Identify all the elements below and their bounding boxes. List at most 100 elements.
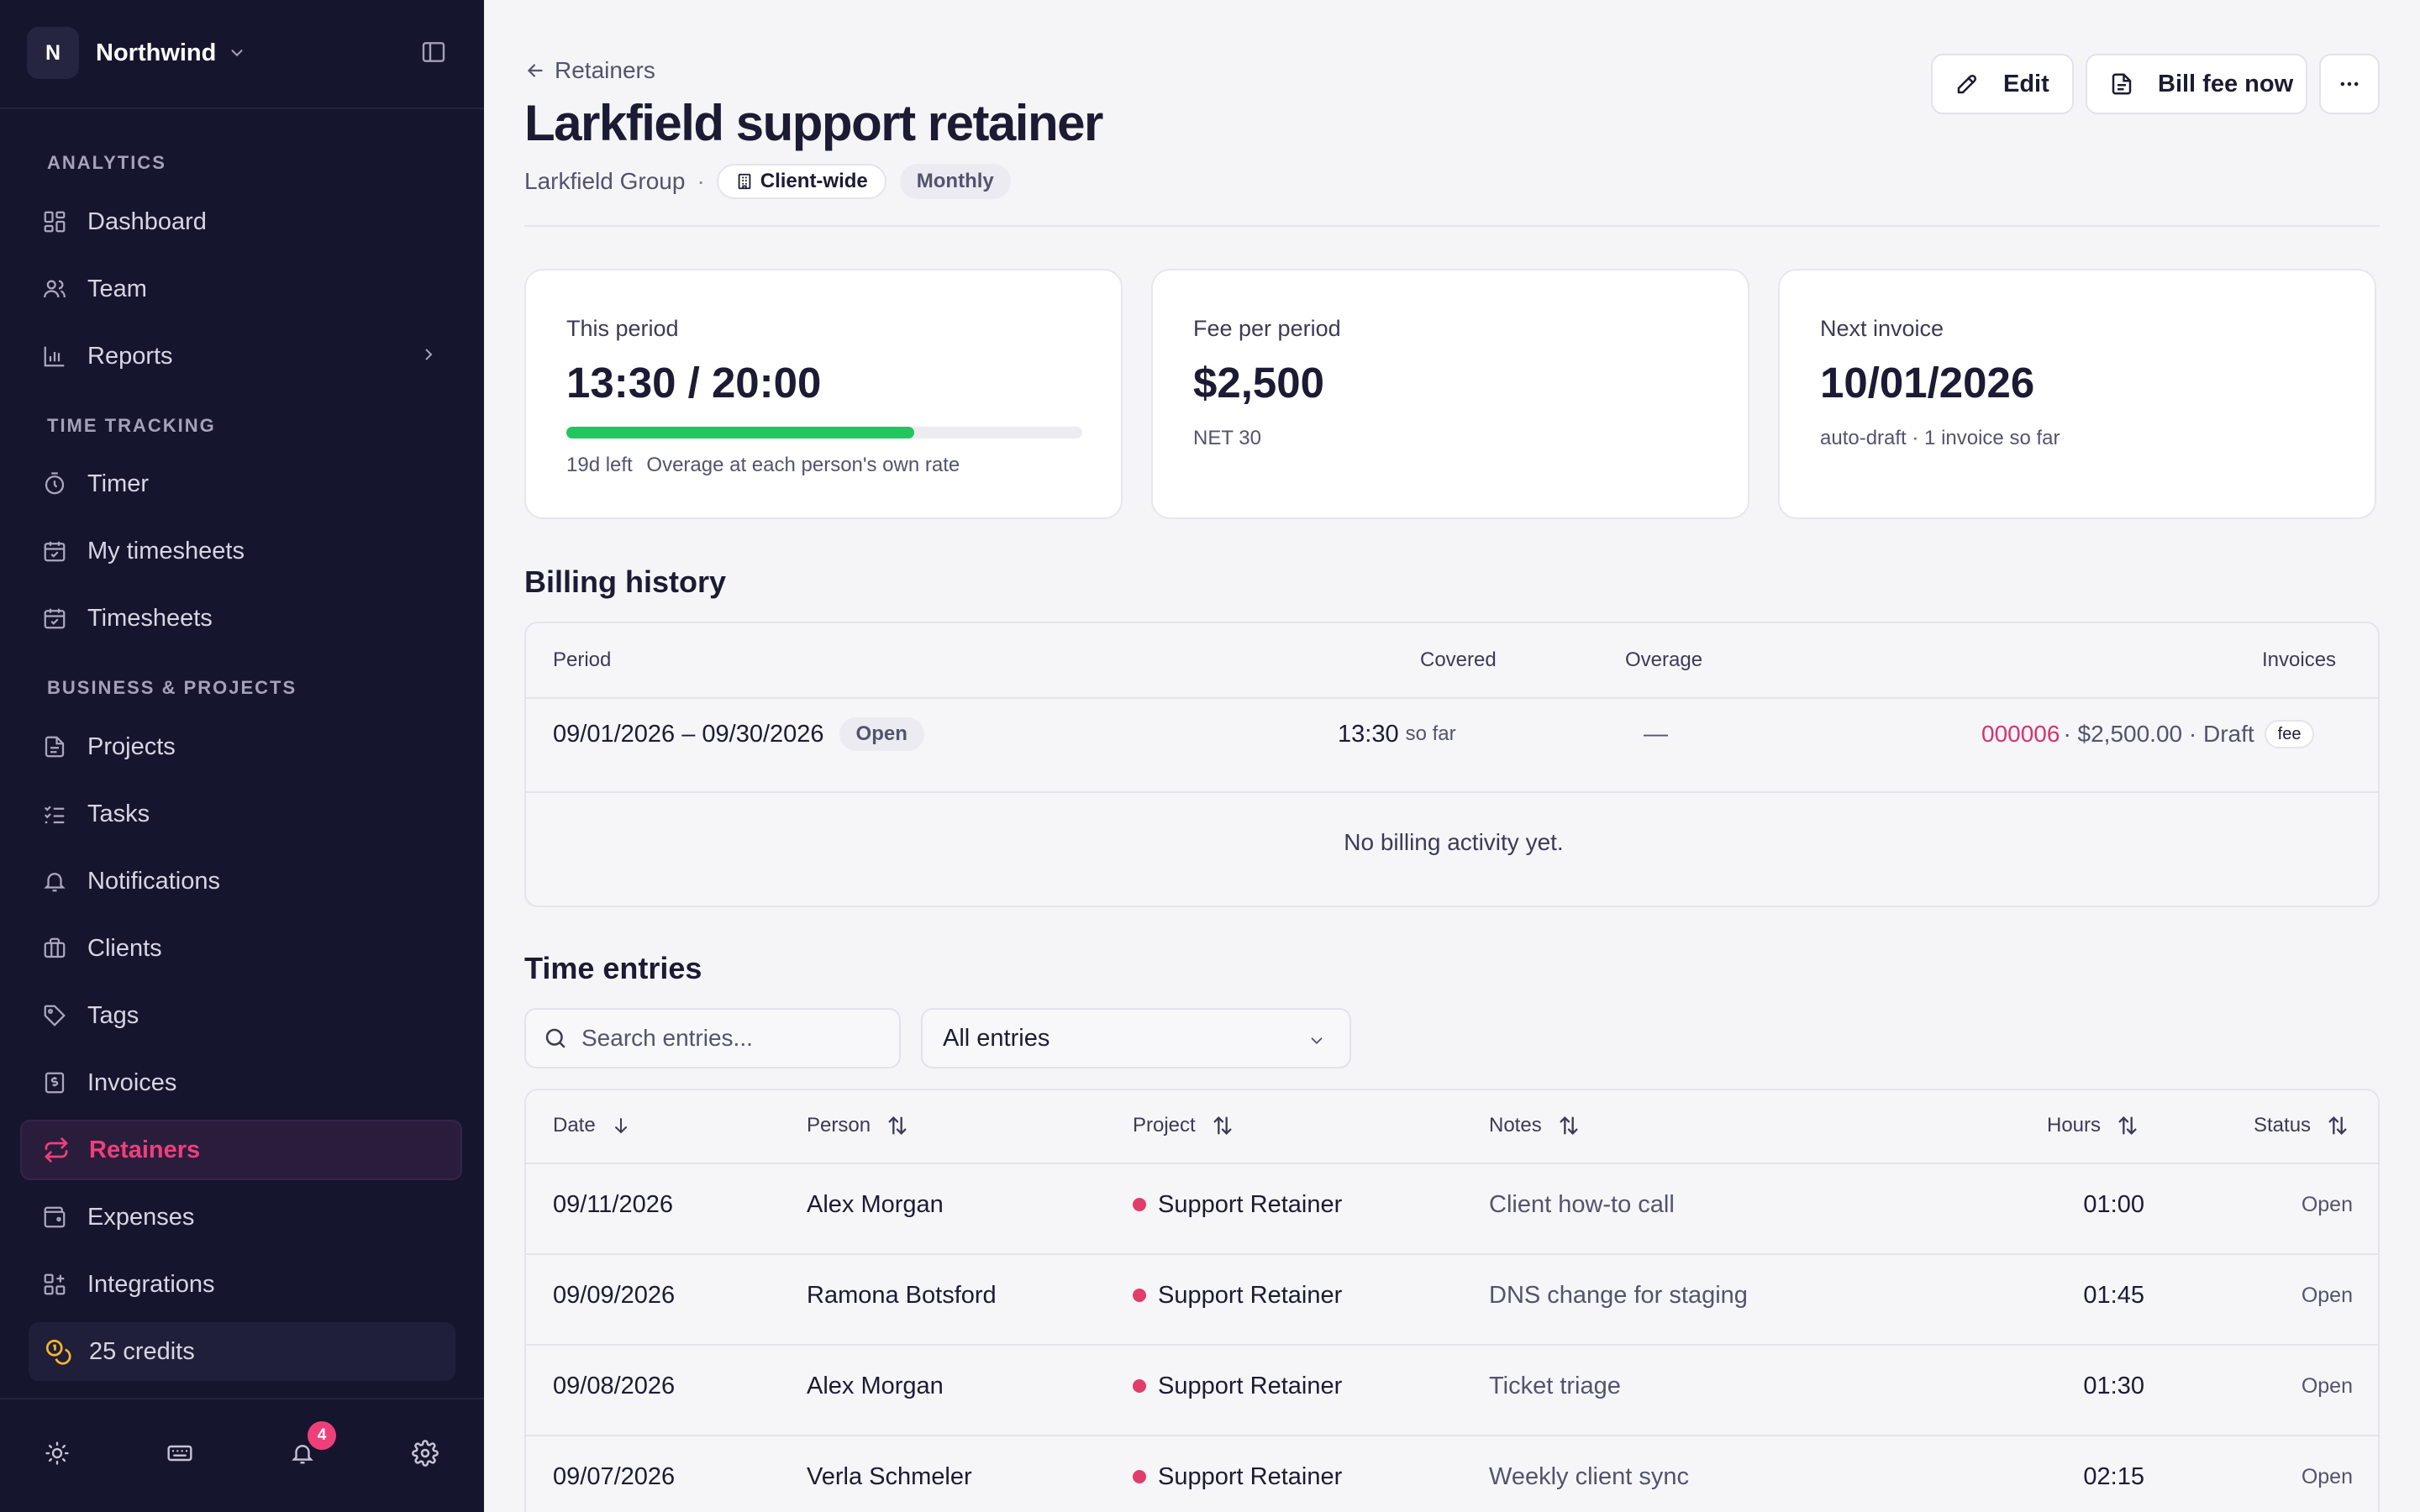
sidebar-item-label: Timesheets: [87, 604, 213, 632]
sidebar-item-retainers[interactable]: Retainers: [20, 1120, 462, 1180]
column-header-hours[interactable]: Hours: [2047, 1114, 2139, 1137]
sidebar-item-dashboard[interactable]: Dashboard: [20, 192, 462, 252]
sidebar-item-integrations[interactable]: Integrations: [20, 1254, 462, 1315]
entry-status: Open: [2301, 1464, 2353, 1488]
sidebar-item-team[interactable]: Team: [20, 259, 462, 319]
separator-dot: ·: [697, 168, 705, 194]
card-label: This period: [566, 316, 679, 341]
entry-project: Support Retainer: [1133, 1184, 1342, 1225]
theme-toggle-button[interactable]: [40, 1436, 74, 1470]
column-header-covered: Covered: [1420, 648, 1497, 671]
sidebar-item-tags[interactable]: Tags: [20, 985, 462, 1046]
column-header-date[interactable]: Date: [553, 1114, 631, 1137]
entry-date: 09/11/2026: [553, 1190, 673, 1218]
billing-period: 09/01/2026 – 09/30/2026 Open: [553, 712, 924, 756]
sidebar-item-timer[interactable]: Timer: [20, 454, 462, 514]
sidebar-item-my-timesheets[interactable]: My timesheets: [20, 521, 462, 581]
entry-person: Alex Morgan: [807, 1190, 944, 1218]
billing-covered: 13:30 so far: [1338, 712, 1612, 756]
sidebar-item-label: Timer: [87, 470, 150, 497]
notifications-button[interactable]: [286, 1436, 319, 1470]
this-period-card: This period 13:30 / 20:00 19d left Overa…: [524, 269, 1123, 519]
document-icon: [40, 732, 69, 761]
entry-project-label: Support Retainer: [1158, 1281, 1343, 1309]
card-label: Next invoice: [1820, 316, 1944, 341]
card-value: 13:30 / 20:00: [566, 359, 822, 407]
checklist-icon: [40, 800, 69, 828]
billing-overage: —: [1644, 720, 1668, 748]
back-link[interactable]: Retainers: [524, 57, 655, 84]
covered-hours: 13:30: [1338, 720, 1399, 748]
entry-project: Support Retainer: [1133, 1366, 1342, 1406]
section-label: BUSINESS & PROJECTS: [47, 677, 297, 698]
sidebar-item-projects[interactable]: Projects: [20, 717, 462, 777]
sidebar-item-reports[interactable]: Reports: [20, 326, 462, 386]
project-color-dot: [1133, 1198, 1146, 1211]
entry-hours: 02:15: [2083, 1462, 2144, 1490]
card-subtext: auto-draft · 1 invoice so far: [1820, 427, 2060, 449]
billing-empty-state: No billing activity yet.: [1344, 829, 1564, 855]
workspace-switcher[interactable]: N Northwind: [27, 27, 246, 79]
row-divider: [526, 1435, 2378, 1436]
section-label: ANALYTICS: [47, 152, 166, 173]
sidebar-item-label: Tags: [87, 1001, 139, 1029]
entry-date: 09/07/2026: [553, 1462, 676, 1490]
page-subtitle: Larkfield Group · Client-wide Monthly: [524, 163, 1011, 200]
next-invoice-card: Next invoice 10/01/2026 auto-draft · 1 i…: [1778, 269, 2376, 519]
sidebar-item-tasks[interactable]: Tasks: [20, 784, 462, 844]
arrow-left-icon: [527, 64, 543, 77]
search-icon: [545, 1028, 566, 1048]
chevron-down-icon: [231, 50, 243, 57]
sidebar-panel-icon: [422, 42, 445, 62]
row-divider: [526, 1253, 2378, 1255]
toggle-sidebar-button[interactable]: [420, 39, 447, 66]
edit-button-label: Edit: [2003, 70, 2049, 97]
edit-button[interactable]: Edit: [1931, 54, 2074, 114]
entries-filter-value: All entries: [943, 1024, 1050, 1052]
row-divider: [526, 697, 2378, 699]
entry-project-label: Support Retainer: [1158, 1372, 1343, 1399]
overage-note: Overage at each person's own rate: [646, 454, 960, 476]
settings-button[interactable]: [408, 1436, 442, 1470]
column-header-label: Date: [553, 1114, 596, 1137]
billing-invoices: 000006 · $2,500.00 · Draft fee: [1981, 712, 2315, 756]
sidebar-item-label: Team: [87, 275, 147, 302]
column-header-status[interactable]: Status: [2254, 1114, 2349, 1137]
entry-project: Support Retainer: [1133, 1275, 1342, 1315]
timer-icon: [40, 470, 69, 498]
search-entries-input[interactable]: Search entries...: [581, 1025, 753, 1051]
sidebar-item-label: Dashboard: [87, 207, 207, 235]
bill-fee-now-button[interactable]: Bill fee now: [2086, 54, 2307, 114]
chevron-right-icon: [425, 349, 433, 360]
sidebar-item-invoices[interactable]: Invoices: [20, 1053, 462, 1113]
sidebar-item-expenses[interactable]: Expenses: [20, 1187, 462, 1247]
column-header-person[interactable]: Person: [807, 1114, 909, 1137]
entry-person: Alex Morgan: [807, 1372, 944, 1399]
client-name: Larkfield Group: [524, 168, 686, 194]
sidebar-item-clients[interactable]: Clients: [20, 918, 462, 979]
invoice-link[interactable]: 000006: [1981, 721, 2060, 747]
sort-descending-icon: [614, 1118, 627, 1134]
keyboard-shortcuts-button[interactable]: [163, 1436, 197, 1470]
card-subtext: NET 30: [1193, 427, 1261, 449]
dashboard-icon: [40, 207, 69, 236]
credits-button[interactable]: 25 credits: [29, 1322, 455, 1381]
entry-notes: Client how-to call: [1489, 1190, 1675, 1218]
column-header-notes[interactable]: Notes: [1489, 1114, 1581, 1137]
sidebar-item-label: My timesheets: [87, 537, 245, 564]
repeat-icon: [42, 1136, 71, 1164]
more-options-button[interactable]: [2319, 54, 2380, 114]
column-header-project[interactable]: Project: [1133, 1114, 1234, 1137]
sidebar-item-notifications[interactable]: Notifications: [20, 851, 462, 911]
period-progress-bar: [566, 427, 1082, 438]
sidebar-item-timesheets[interactable]: Timesheets: [20, 588, 462, 648]
sun-icon: [45, 1441, 69, 1465]
pencil-icon: [1957, 74, 1977, 94]
fee-per-period-card: Fee per period $2,500 NET 30: [1151, 269, 1749, 519]
search-entries-field[interactable]: Search entries...: [524, 1008, 901, 1068]
entry-notes: Weekly client sync: [1489, 1462, 1689, 1490]
days-left: 19d left: [566, 454, 633, 476]
sidebar-item-label: Clients: [87, 934, 162, 962]
entries-filter-select[interactable]: All entries: [921, 1008, 1351, 1068]
entry-notes: DNS change for staging: [1489, 1281, 1748, 1309]
